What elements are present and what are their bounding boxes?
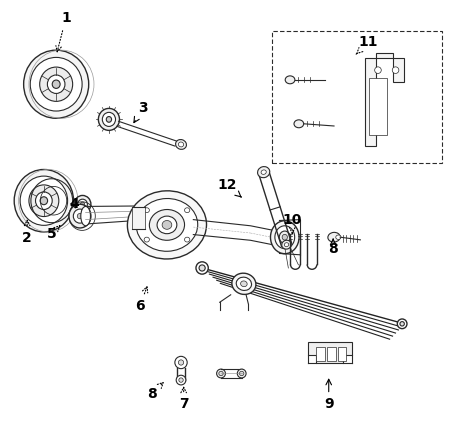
- Text: 6: 6: [135, 287, 148, 313]
- Ellipse shape: [261, 170, 266, 174]
- Bar: [327, 347, 336, 361]
- Text: 10: 10: [282, 213, 302, 233]
- Text: 3: 3: [134, 101, 148, 123]
- Ellipse shape: [294, 120, 303, 128]
- Ellipse shape: [73, 209, 86, 223]
- Text: 11: 11: [356, 35, 378, 54]
- Ellipse shape: [52, 80, 60, 88]
- Ellipse shape: [30, 57, 82, 111]
- Ellipse shape: [176, 375, 186, 385]
- Ellipse shape: [144, 237, 149, 242]
- Ellipse shape: [178, 360, 184, 365]
- Ellipse shape: [240, 281, 247, 287]
- Ellipse shape: [232, 273, 256, 295]
- Ellipse shape: [40, 67, 73, 101]
- Ellipse shape: [282, 234, 287, 240]
- Ellipse shape: [196, 262, 208, 274]
- Text: 8: 8: [147, 382, 163, 401]
- Text: 5: 5: [47, 226, 60, 241]
- Ellipse shape: [78, 199, 87, 209]
- Ellipse shape: [106, 116, 112, 122]
- Text: 12: 12: [218, 178, 241, 197]
- Ellipse shape: [400, 321, 404, 326]
- Ellipse shape: [179, 378, 183, 382]
- Text: 1: 1: [56, 11, 71, 52]
- Ellipse shape: [275, 226, 295, 249]
- Ellipse shape: [237, 369, 246, 378]
- Ellipse shape: [217, 369, 225, 378]
- Ellipse shape: [336, 235, 341, 239]
- Ellipse shape: [175, 356, 187, 369]
- Ellipse shape: [397, 319, 407, 329]
- Ellipse shape: [69, 204, 91, 228]
- Ellipse shape: [24, 50, 89, 118]
- Ellipse shape: [48, 75, 65, 93]
- Ellipse shape: [20, 176, 68, 225]
- Polygon shape: [132, 207, 145, 229]
- Text: 2: 2: [22, 220, 32, 245]
- Ellipse shape: [81, 206, 90, 226]
- Ellipse shape: [144, 208, 149, 213]
- Ellipse shape: [14, 169, 74, 232]
- Ellipse shape: [328, 232, 340, 242]
- Ellipse shape: [239, 371, 244, 376]
- Ellipse shape: [279, 231, 290, 243]
- Text: 9: 9: [324, 379, 334, 411]
- Ellipse shape: [219, 371, 223, 376]
- Ellipse shape: [136, 198, 198, 251]
- Ellipse shape: [36, 192, 52, 209]
- Ellipse shape: [285, 76, 295, 84]
- Ellipse shape: [77, 213, 83, 219]
- Bar: [369, 78, 387, 135]
- Ellipse shape: [178, 142, 184, 147]
- Ellipse shape: [199, 265, 205, 271]
- Ellipse shape: [185, 208, 190, 213]
- Bar: [338, 347, 346, 361]
- Ellipse shape: [236, 277, 251, 291]
- Ellipse shape: [40, 197, 48, 205]
- Text: 7: 7: [179, 387, 188, 411]
- Ellipse shape: [157, 216, 177, 234]
- Polygon shape: [365, 53, 404, 146]
- Ellipse shape: [282, 240, 291, 249]
- Text: 4: 4: [69, 197, 79, 211]
- Bar: [316, 347, 325, 361]
- Ellipse shape: [258, 167, 270, 178]
- Text: 8: 8: [328, 239, 338, 256]
- Ellipse shape: [392, 67, 399, 74]
- Ellipse shape: [284, 243, 289, 247]
- Ellipse shape: [74, 195, 91, 213]
- Ellipse shape: [128, 191, 207, 259]
- Ellipse shape: [149, 209, 185, 240]
- Ellipse shape: [102, 112, 116, 127]
- Ellipse shape: [175, 139, 186, 149]
- Ellipse shape: [162, 220, 172, 229]
- Ellipse shape: [80, 202, 85, 206]
- Polygon shape: [308, 342, 351, 363]
- Ellipse shape: [98, 108, 119, 131]
- Ellipse shape: [29, 185, 59, 217]
- Ellipse shape: [185, 237, 190, 242]
- Ellipse shape: [271, 220, 299, 254]
- Bar: [272, 31, 442, 163]
- Ellipse shape: [375, 67, 381, 74]
